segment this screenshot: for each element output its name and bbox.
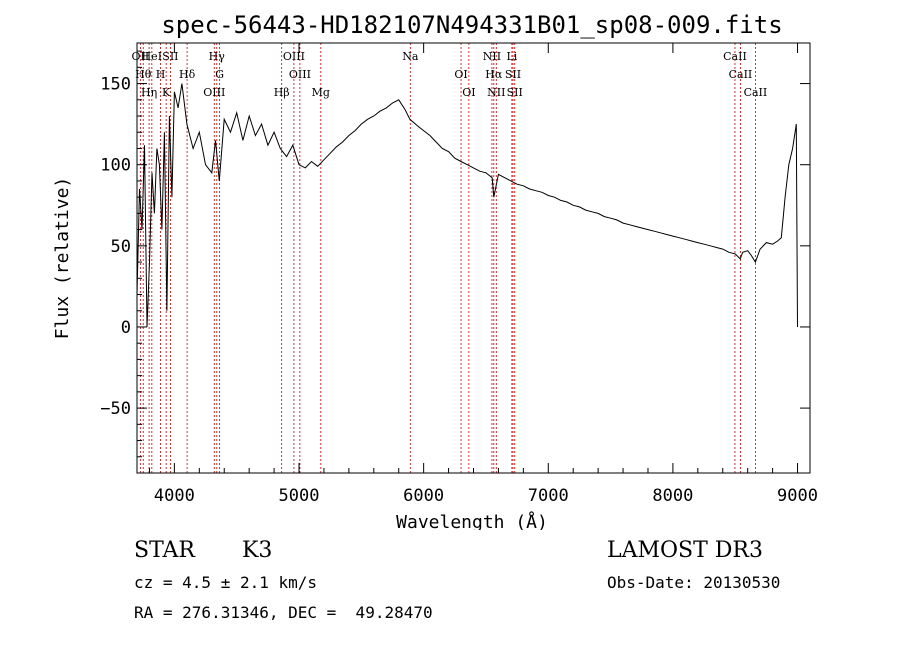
line-marker-label: OIII bbox=[289, 68, 311, 81]
plot-frame bbox=[136, 42, 811, 474]
line-marker-label: OII bbox=[132, 50, 150, 63]
x-tick-label: 6000 bbox=[403, 486, 444, 506]
observation-date: Obs-Date: 20130530 bbox=[607, 573, 781, 592]
y-tick-label: 50 bbox=[111, 237, 131, 257]
line-marker-label: OIII bbox=[283, 50, 305, 63]
object-type: STAR bbox=[134, 538, 195, 563]
line-marker-label: CaII bbox=[744, 86, 768, 99]
x-tick-label: 7000 bbox=[528, 486, 569, 506]
line-marker-label: Hη bbox=[141, 86, 157, 99]
line-marker-label: Hγ bbox=[209, 50, 226, 63]
x-axis-label: Wavelength (Å) bbox=[396, 511, 548, 530]
line-marker-label: OI bbox=[454, 68, 467, 81]
object-subclass: K3 bbox=[242, 538, 273, 563]
line-marker-label: NII bbox=[487, 86, 505, 99]
y-axis: −50 0 50 100 150 bbox=[100, 50, 810, 458]
y-tick-label: −50 bbox=[100, 399, 131, 419]
survey-name: LAMOST DR3 bbox=[607, 538, 763, 563]
line-marker-label: OI bbox=[462, 86, 475, 99]
line-marker-label: K bbox=[162, 86, 171, 99]
y-tick-label: 100 bbox=[100, 156, 131, 176]
emission-line-labels: OIIHθHηHeIHKSIIHδOIIIHγGHβOIIIOIIIMgNaOI… bbox=[132, 50, 768, 99]
line-marker-label: SII bbox=[507, 86, 523, 99]
x-tick-label: 8000 bbox=[652, 486, 693, 506]
line-marker-label: Hβ bbox=[274, 86, 290, 99]
line-marker-label: Mg bbox=[312, 86, 330, 99]
line-marker-label: CaII bbox=[729, 68, 753, 81]
line-marker-label: NII bbox=[483, 50, 501, 63]
line-marker-label: Na bbox=[402, 50, 419, 63]
y-axis-label: Flux (relative) bbox=[52, 177, 73, 340]
y-tick-label: 150 bbox=[100, 75, 131, 95]
chart-title: spec-56443-HD182107N494331B01_sp08-009.f… bbox=[161, 11, 782, 39]
x-tick-label: 9000 bbox=[777, 486, 818, 506]
line-marker-label: SII bbox=[162, 50, 178, 63]
line-marker-label: Hδ bbox=[179, 68, 196, 81]
spectrum-line bbox=[136, 83, 798, 328]
line-marker-label: OIII bbox=[203, 86, 225, 99]
x-tick-label: 4000 bbox=[154, 486, 195, 506]
line-marker-label: HeI bbox=[142, 50, 162, 63]
x-axis: 4000 5000 6000 7000 8000 9000 bbox=[148, 43, 818, 506]
line-marker-label: Li bbox=[506, 50, 517, 63]
y-tick-label: 0 bbox=[121, 318, 131, 338]
line-marker-label: Hθ bbox=[135, 68, 152, 81]
emission-line-markers bbox=[139, 43, 756, 473]
line-marker-label: Hα bbox=[485, 68, 503, 81]
redshift-cz: cz = 4.5 ± 2.1 km/s bbox=[134, 573, 318, 592]
line-marker-label: H bbox=[156, 68, 166, 81]
coordinates: RA = 276.31346, DEC = 49.28470 bbox=[134, 603, 433, 622]
spectrum-chart: spec-56443-HD182107N494331B01_sp08-009.f… bbox=[52, 11, 818, 530]
line-marker-label: G bbox=[215, 68, 224, 81]
line-marker-label: SII bbox=[505, 68, 521, 81]
line-marker-label: CaII bbox=[723, 50, 747, 63]
x-tick-label: 5000 bbox=[279, 486, 320, 506]
